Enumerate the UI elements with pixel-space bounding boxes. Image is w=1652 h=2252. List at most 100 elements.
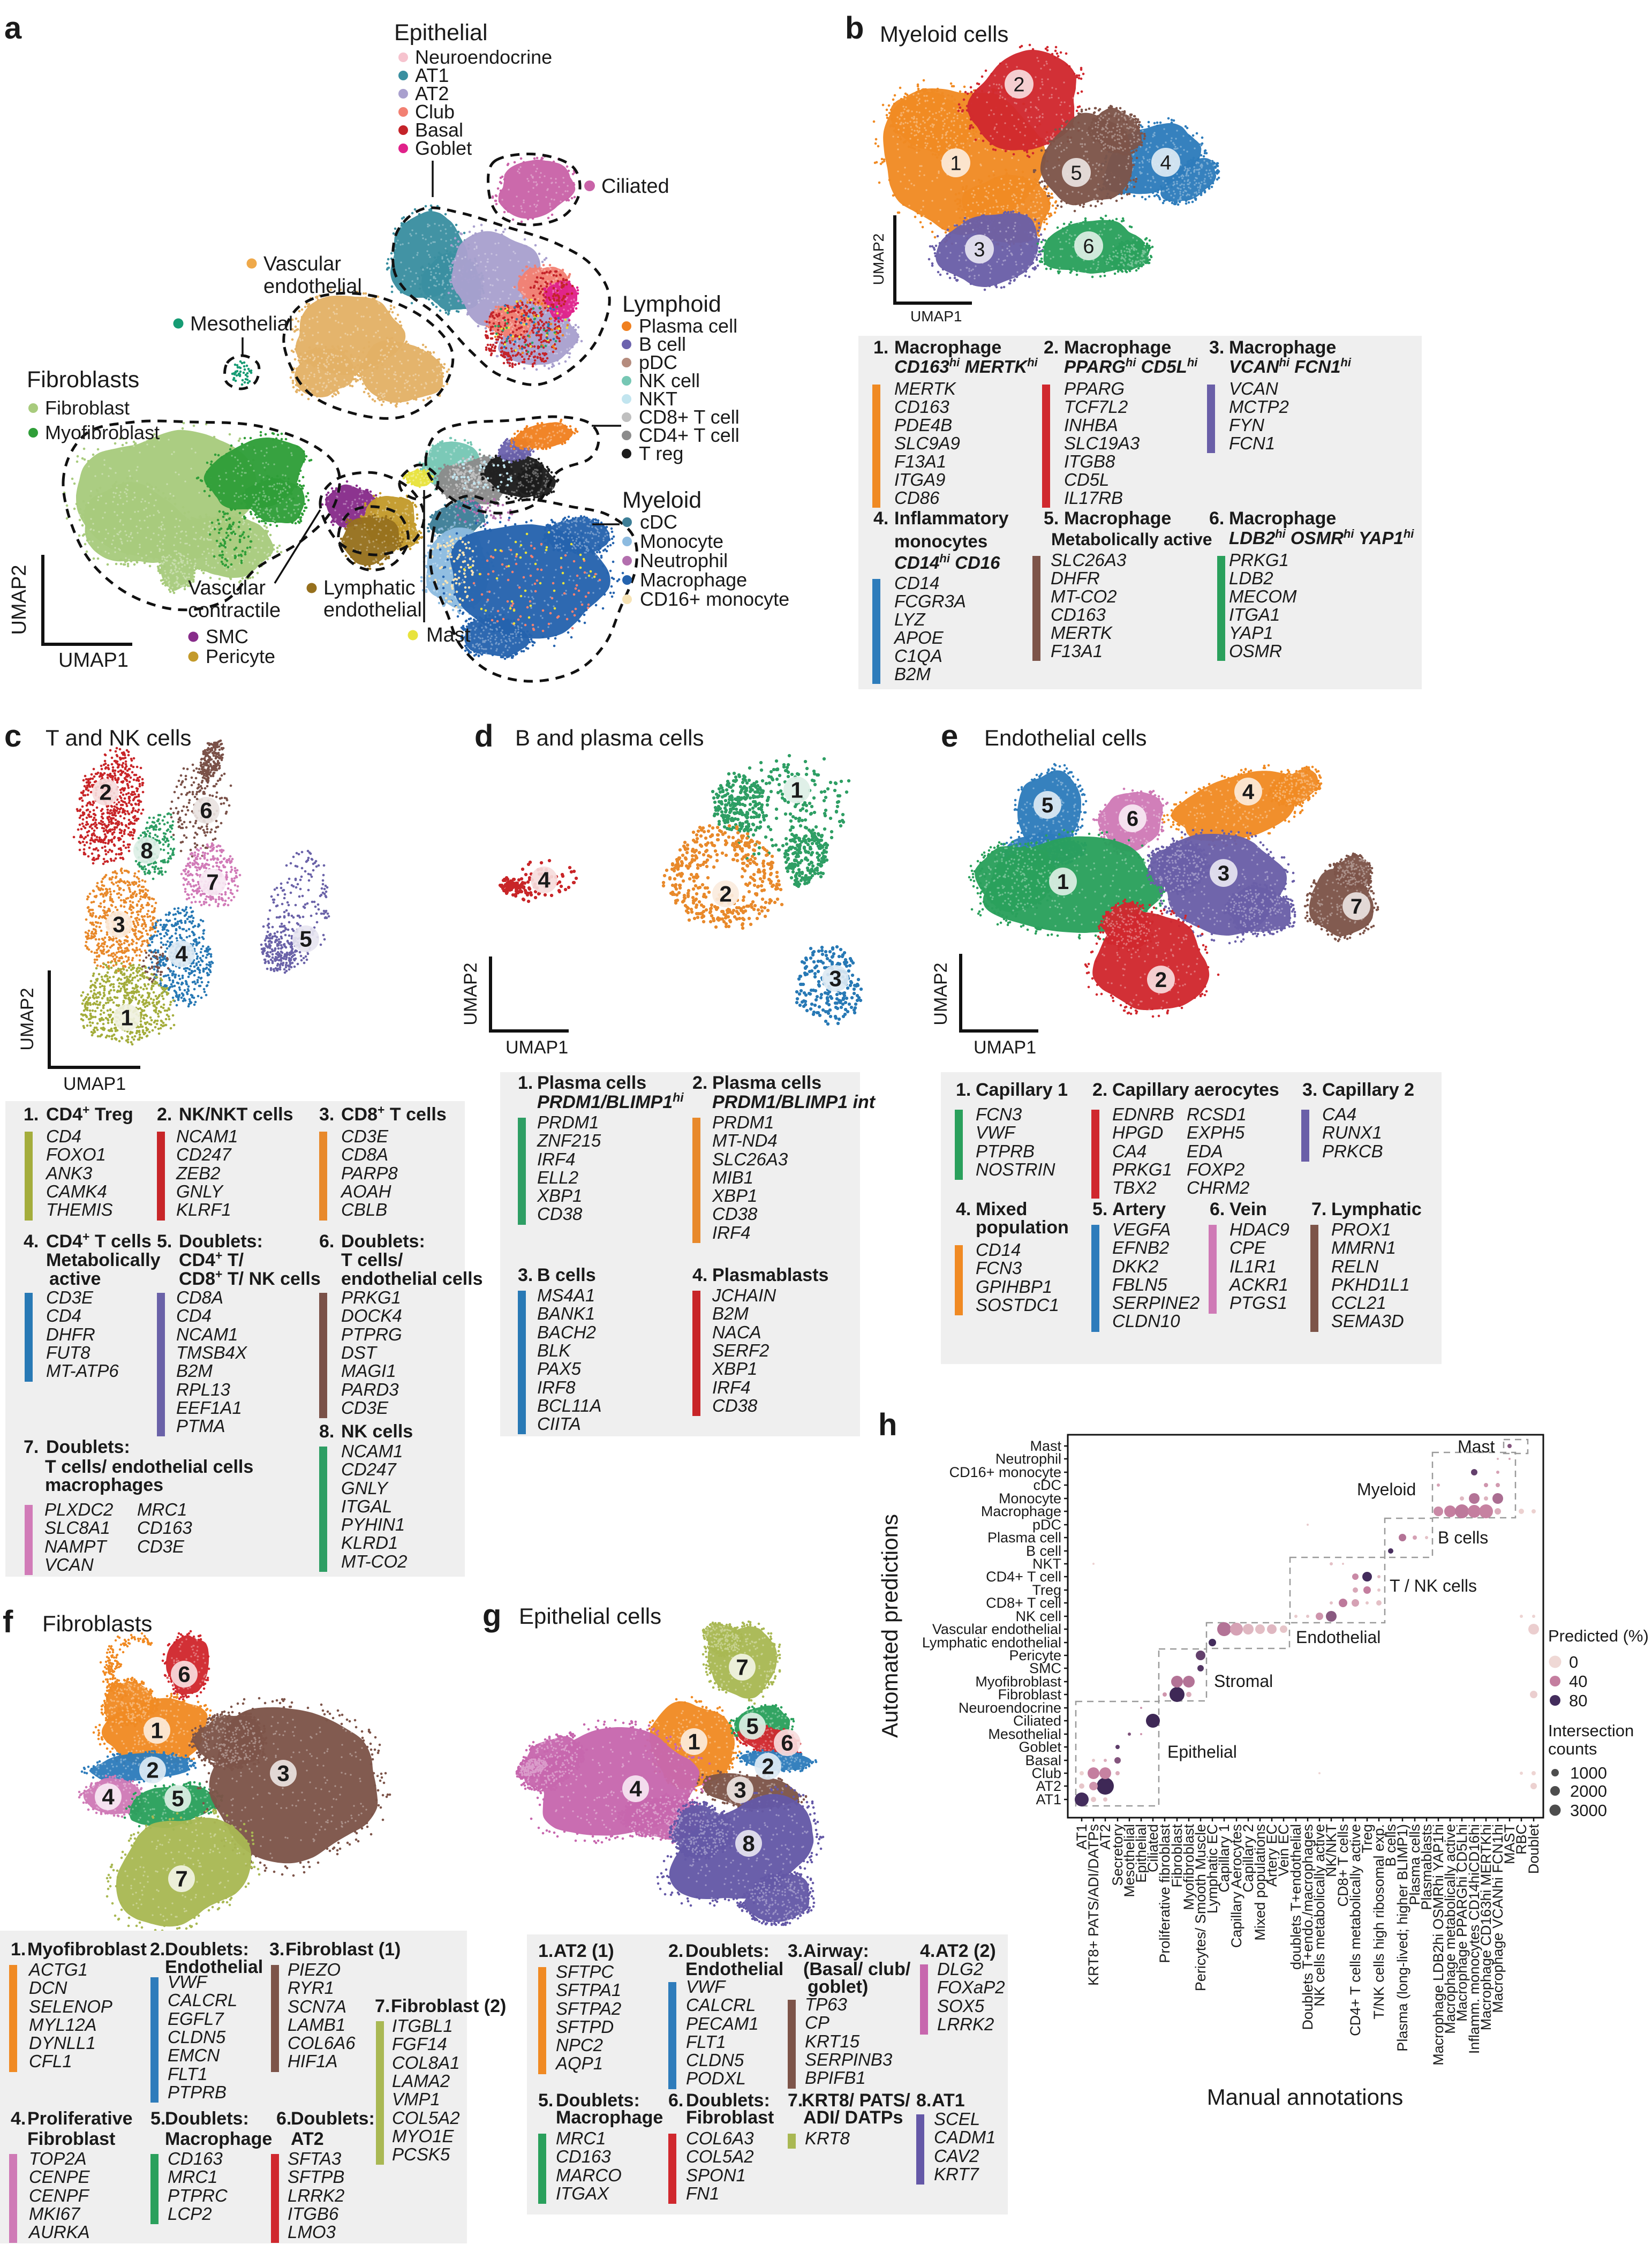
svg-text:PIEZO: PIEZO (288, 1960, 341, 1979)
svg-text:T / NK cells: T / NK cells (1390, 1576, 1477, 1595)
svg-text:CLDN5: CLDN5 (168, 2027, 226, 2047)
svg-text:SERPINB3: SERPINB3 (805, 2050, 893, 2069)
svg-text:5.: 5. (1044, 508, 1059, 529)
svg-text:Lymphatic: Lymphatic (1331, 1199, 1422, 1219)
svg-text:SFTPD: SFTPD (556, 2017, 614, 2037)
svg-text:LDB2: LDB2 (1229, 568, 1273, 588)
svg-text:PTPRB: PTPRB (976, 1141, 1035, 1161)
svg-text:SEMA3D: SEMA3D (1331, 1311, 1404, 1331)
svg-text:Macrophage: Macrophage (981, 1503, 1061, 1519)
svg-text:FLT1: FLT1 (686, 2032, 726, 2052)
svg-text:endothelial: endothelial (323, 599, 422, 621)
svg-text:3: 3 (734, 1778, 746, 1803)
svg-text:SPON1: SPON1 (686, 2165, 746, 2185)
svg-text:ITGA9: ITGA9 (894, 470, 945, 489)
svg-text:CD163: CD163 (894, 397, 949, 417)
svg-text:Capillary aerocytes: Capillary aerocytes (1112, 1080, 1279, 1100)
svg-text:Plasma cell: Plasma cell (987, 1530, 1061, 1546)
svg-text:CAV2: CAV2 (934, 2146, 979, 2166)
svg-text:HIF1A: HIF1A (288, 2051, 338, 2071)
svg-text:LAMB1: LAMB1 (288, 2015, 345, 2035)
svg-text:HDAC9: HDAC9 (1229, 1219, 1289, 1239)
svg-text:4.: 4. (920, 1941, 935, 1961)
svg-text:5: 5 (1042, 794, 1053, 817)
svg-text:T cells/: T cells/ (341, 1250, 403, 1270)
svg-text:LDB2hi​ OSMRhi​ YAP1hi​: LDB2hi​ OSMRhi​ YAP1hi​ (1229, 527, 1414, 548)
svg-text:CHRM2: CHRM2 (1187, 1178, 1249, 1197)
svg-text:Doublets:: Doublets: (179, 1231, 263, 1252)
svg-text:1: 1 (150, 1718, 163, 1743)
svg-text:endothelial: endothelial (263, 275, 362, 298)
svg-text:XBP1: XBP1 (537, 1186, 582, 1206)
svg-text:B2M: B2M (176, 1361, 213, 1381)
svg-text:7: 7 (736, 1655, 748, 1680)
svg-text:Endothelial cells: Endothelial cells (984, 725, 1147, 750)
svg-text:B cells: B cells (1438, 1528, 1488, 1547)
svg-text:4.: 4. (11, 2108, 26, 2129)
svg-text:pDC: pDC (1032, 1517, 1061, 1533)
svg-text:5.: 5. (157, 1231, 172, 1252)
svg-text:CD8+​ T cells: CD8+​ T cells (341, 1103, 447, 1125)
svg-text:Treg: Treg (1359, 1824, 1375, 1854)
svg-text:2.: 2. (157, 1104, 172, 1125)
svg-text:RBC: RBC (1513, 1824, 1529, 1855)
svg-text:PKHD1L1: PKHD1L1 (1331, 1275, 1410, 1294)
svg-text:FCN1: FCN1 (1229, 433, 1275, 453)
svg-text:PRDM1: PRDM1 (712, 1112, 774, 1132)
svg-text:Macrophage: Macrophage (556, 2107, 663, 2128)
svg-text:DLG2: DLG2 (937, 1959, 983, 1979)
svg-text:IL1R1: IL1R1 (1229, 1256, 1277, 1276)
svg-text:CFL1: CFL1 (29, 2051, 72, 2071)
svg-text:MYO1E: MYO1E (392, 2126, 455, 2146)
svg-text:CD5L: CD5L (1064, 470, 1109, 489)
svg-text:Doublets:: Doublets: (685, 1941, 770, 1961)
svg-text:PECAM1: PECAM1 (686, 2014, 759, 2033)
svg-text:PTGS1: PTGS1 (1229, 1293, 1287, 1313)
svg-text:FOXP2: FOXP2 (1187, 1159, 1244, 1179)
svg-text:SFTPC: SFTPC (556, 1962, 614, 1982)
svg-text:NK cell: NK cell (639, 370, 700, 391)
svg-text:SERF2: SERF2 (712, 1340, 769, 1360)
svg-text:CLDN10: CLDN10 (1112, 1311, 1180, 1331)
svg-text:ITGBL1: ITGBL1 (392, 2016, 453, 2036)
svg-text:5: 5 (746, 1714, 758, 1739)
svg-text:CALCRL: CALCRL (168, 1990, 237, 2010)
svg-text:COL6A6: COL6A6 (288, 2033, 356, 2053)
svg-text:CD8+ T cell: CD8+ T cell (986, 1595, 1061, 1611)
svg-text:CBLB: CBLB (341, 1200, 387, 1219)
svg-text:CD4+​ T/: CD4+​ T/ (179, 1248, 244, 1270)
svg-text:SCEL: SCEL (934, 2109, 980, 2129)
svg-text:8.: 8. (916, 2090, 931, 2111)
svg-text:Endothelial: Endothelial (685, 1959, 783, 1979)
svg-text:Club: Club (415, 101, 455, 123)
svg-text:UMAP2: UMAP2 (461, 962, 481, 1025)
svg-text:Plasma cells: Plasma cells (1407, 1824, 1423, 1905)
svg-text:6.: 6. (276, 2108, 291, 2129)
svg-text:4: 4 (538, 868, 550, 893)
svg-text:VCAN: VCAN (1229, 379, 1278, 398)
svg-text:FOXaP2: FOXaP2 (937, 1977, 1005, 1997)
svg-text:CENPE: CENPE (29, 2167, 90, 2187)
svg-text:8: 8 (140, 838, 153, 863)
svg-text:7: 7 (175, 1866, 187, 1892)
svg-text:SOSTDC1: SOSTDC1 (976, 1295, 1059, 1315)
svg-text:Vein EC: Vein EC (1276, 1824, 1292, 1877)
svg-text:Myofibroblast: Myofibroblast (1181, 1824, 1197, 1910)
svg-text:Doublet: Doublet (1526, 1824, 1542, 1874)
svg-text:Myeloid: Myeloid (622, 487, 701, 513)
svg-text:MIB1: MIB1 (712, 1168, 753, 1187)
svg-text:CD8A: CD8A (341, 1144, 388, 1164)
svg-text:1.: 1. (538, 1941, 553, 1961)
svg-text:Artery: Artery (1112, 1199, 1166, 1219)
svg-text:1000: 1000 (1570, 1764, 1607, 1782)
svg-text:3: 3 (112, 912, 125, 937)
svg-text:EXPH5: EXPH5 (1187, 1123, 1245, 1142)
svg-text:CD8+ T cell: CD8+ T cell (639, 406, 740, 428)
svg-text:2.: 2. (1044, 337, 1059, 358)
svg-text:6.: 6. (1209, 508, 1224, 529)
svg-text:Capillary Aerocytes: Capillary Aerocytes (1228, 1824, 1244, 1948)
svg-text:COL6A3: COL6A3 (686, 2128, 754, 2148)
svg-text:Treg: Treg (1032, 1582, 1061, 1598)
svg-text:FCGR3A: FCGR3A (894, 591, 966, 611)
svg-text:Neuroendocrine: Neuroendocrine (959, 1700, 1061, 1716)
